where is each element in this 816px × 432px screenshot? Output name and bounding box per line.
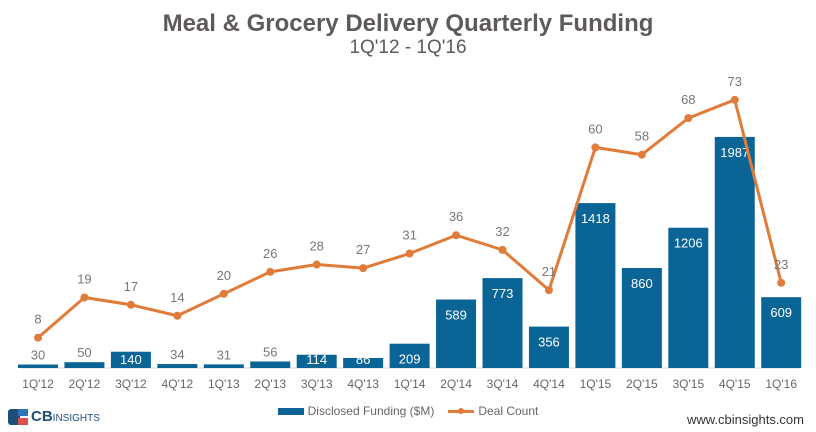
- legend-bar-swatch: [277, 407, 304, 415]
- x-tick-label: 1Q'16: [765, 377, 797, 391]
- funding-data-label: 1987: [720, 145, 749, 160]
- x-tick-label: 3Q'15: [672, 377, 704, 391]
- funding-data-label: 86: [356, 352, 370, 367]
- x-tick-label: 3Q'12: [115, 377, 147, 391]
- funding-bar: [157, 364, 198, 368]
- x-tick-label: 4Q'12: [162, 377, 194, 391]
- deal-count-point: [266, 267, 275, 276]
- deal-count-point: [34, 333, 42, 342]
- funding-data-label: 609: [770, 305, 792, 320]
- deal-count-data-label: 68: [681, 92, 695, 107]
- deal-count-point: [498, 245, 507, 254]
- deal-count-data-label: 17: [124, 279, 138, 294]
- funding-data-label: 140: [120, 352, 142, 367]
- funding-data-label: 31: [217, 347, 231, 362]
- deal-count-data-label: 31: [402, 228, 416, 243]
- funding-data-label: 860: [631, 276, 653, 291]
- logo-mark-icon: [8, 408, 28, 425]
- chart-subtitle: 1Q'12 - 1Q'16: [349, 37, 467, 58]
- funding-bar: [250, 361, 291, 368]
- funding-data-label: 1206: [674, 236, 703, 251]
- x-tick-label: 2Q'14: [440, 377, 472, 391]
- deal-count-point: [777, 278, 786, 287]
- x-tick-label: 1Q'12: [22, 377, 54, 391]
- deal-count-data-label: 28: [309, 239, 323, 254]
- legend-label: Disclosed Funding ($M): [307, 404, 435, 418]
- deal-count-point: [219, 289, 228, 298]
- x-tick-label: 2Q'13: [254, 377, 286, 391]
- deal-count-point: [637, 150, 646, 159]
- funding-bar: [389, 343, 430, 368]
- website-url: www.cbinsights.com: [686, 412, 804, 427]
- funding-bar: [575, 203, 616, 368]
- deal-count-data-label: 26: [263, 246, 277, 261]
- x-tick-label: 4Q'13: [347, 377, 379, 391]
- deal-count-point: [126, 300, 135, 309]
- deal-count-point: [684, 114, 693, 123]
- x-tick-label: 4Q'14: [533, 377, 565, 391]
- x-tick-label: 2Q'12: [69, 377, 101, 391]
- deal-count-point: [730, 95, 739, 104]
- x-tick-label: 3Q'13: [301, 377, 333, 391]
- funding-data-label: 773: [492, 286, 514, 301]
- funding-bar: [203, 364, 244, 368]
- x-tick-label: 1Q'15: [580, 377, 612, 391]
- funding-data-label: 209: [399, 352, 421, 367]
- funding-data-label: 114: [306, 352, 327, 367]
- funding-data-label: 1418: [581, 211, 610, 226]
- x-tick-label: 1Q'13: [208, 377, 240, 391]
- deal-count-data-label: 8: [34, 312, 41, 327]
- funding-bar: [296, 354, 337, 368]
- deal-count-data-label: 36: [449, 209, 463, 224]
- funding-bar: [714, 136, 755, 368]
- funding-bar: [528, 326, 569, 368]
- funding-data-label: 50: [77, 345, 91, 360]
- deal-count-point: [312, 260, 321, 269]
- deal-count-data-label: 21: [542, 264, 556, 279]
- funding-data-label: 356: [538, 335, 560, 350]
- funding-bar: [621, 267, 662, 368]
- funding-data-label: 30: [31, 348, 45, 363]
- legend-item-deals: Deal Count: [448, 404, 538, 418]
- deal-count-point: [80, 293, 89, 302]
- legend: Disclosed Funding ($M) Deal Count: [0, 404, 816, 418]
- funding-bar: [668, 227, 709, 368]
- x-tick-label: 1Q'14: [394, 377, 426, 391]
- funding-bar: [482, 278, 523, 368]
- deal-count-data-label: 27: [356, 242, 370, 257]
- deal-count-data-label: 14: [170, 290, 184, 305]
- funding-bar: [18, 364, 58, 368]
- funding-data-label: 34: [170, 347, 184, 362]
- legend-item-funding: Disclosed Funding ($M): [277, 404, 435, 418]
- funding-bar: [436, 299, 477, 368]
- cb-insights-logo: CBINSIGHTS: [8, 408, 100, 425]
- deal-count-data-label: 60: [588, 121, 602, 136]
- funding-data-label: 589: [445, 307, 467, 322]
- deal-count-point: [405, 249, 414, 258]
- x-tick-label: 2Q'15: [626, 377, 658, 391]
- legend-line-swatch: [448, 407, 475, 414]
- deal-count-data-label: 58: [635, 129, 649, 144]
- funding-bar: [761, 297, 802, 368]
- funding-data-label: 56: [263, 344, 277, 359]
- legend-label: Deal Count: [478, 404, 539, 418]
- deal-count-data-label: 20: [217, 268, 231, 283]
- funding-bar: [343, 357, 384, 368]
- deal-count-data-label: 23: [774, 257, 788, 272]
- x-tick-label: 3Q'14: [487, 377, 519, 391]
- deal-count-point: [544, 286, 553, 295]
- chart-title: Meal & Grocery Delivery Quarterly Fundin…: [162, 10, 654, 37]
- logo-text: CBINSIGHTS: [31, 408, 100, 425]
- chart: 1Q'12 30 2Q'12 50 3Q'12 140 4Q'12 34 1Q'13 31 2Q'1…: [18, 74, 802, 391]
- deal-count-data-label: 73: [728, 74, 742, 89]
- deal-count-data-label: 32: [495, 224, 509, 239]
- deal-count-point: [173, 311, 182, 320]
- deal-count-point: [359, 264, 368, 273]
- deal-count-point: [591, 143, 600, 152]
- deal-count-data-label: 19: [77, 271, 91, 286]
- deal-count-point: [452, 231, 461, 240]
- funding-bar: [64, 362, 105, 368]
- funding-bar: [110, 351, 151, 368]
- x-tick-label: 4Q'15: [719, 377, 751, 391]
